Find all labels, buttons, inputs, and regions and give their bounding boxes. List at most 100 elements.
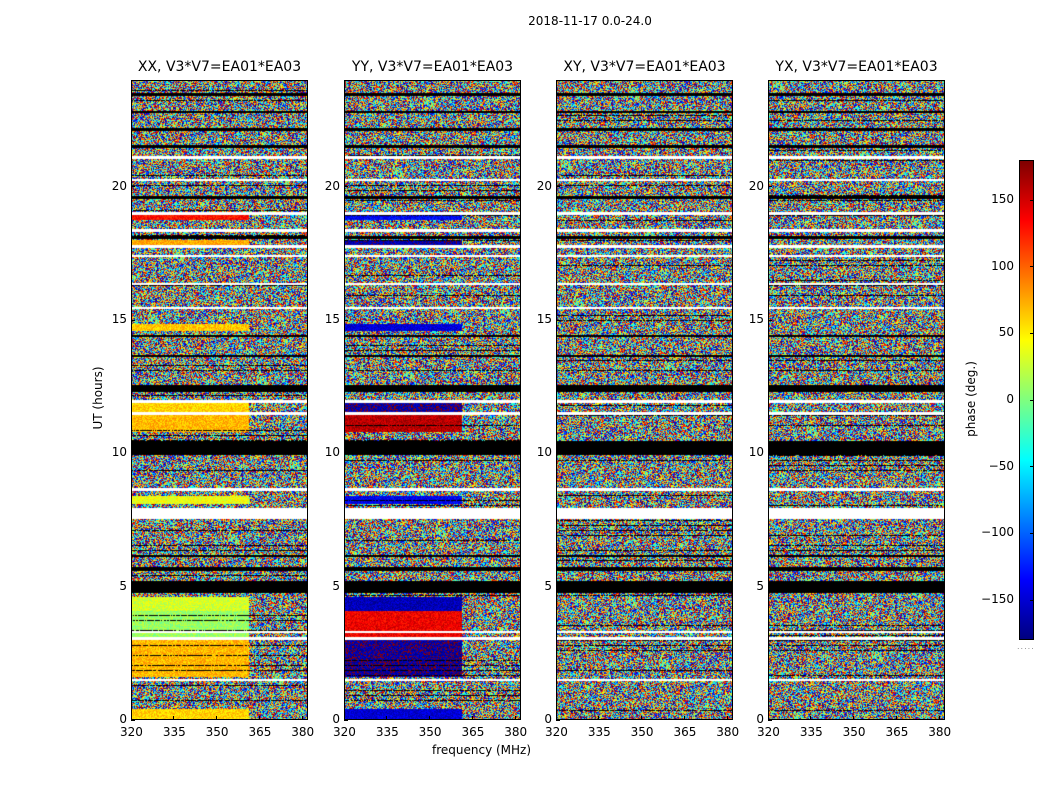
y-tick-label: 15: [324, 312, 340, 326]
x-tick-label: 335: [799, 725, 823, 739]
x-tick-label: 335: [375, 725, 399, 739]
x-axis-label: frequency (MHz): [432, 743, 532, 757]
x-tick-label: 350: [630, 725, 654, 739]
x-tick: [683, 716, 685, 720]
y-tick: [344, 586, 348, 588]
x-tick-label: 365: [885, 725, 909, 739]
y-tick-label: 15: [111, 312, 127, 326]
panel-title-yy: YY, V3*V7=EA01*EA03: [351, 59, 514, 75]
y-tick: [344, 186, 348, 188]
y-tick-label: 20: [111, 178, 127, 193]
x-tick-label: 380: [716, 725, 740, 739]
x-tick-label: 380: [504, 725, 528, 739]
x-tick: [810, 716, 812, 720]
x-tick: [216, 716, 218, 720]
colorbar-label: phase (deg.): [964, 361, 978, 437]
colorbar-tick-label: 0: [1006, 392, 1014, 406]
x-tick-label: 320: [120, 725, 143, 739]
y-tick-label: 0: [332, 712, 340, 726]
x-tick-label: 320: [757, 725, 780, 739]
x-tick: [258, 716, 260, 720]
y-tick: [768, 319, 772, 321]
colorbar-tick: [1030, 199, 1034, 201]
heatmap-panel-yx: [768, 80, 945, 720]
x-tick: [429, 716, 431, 720]
y-tick: [344, 452, 348, 454]
x-tick-label: 350: [842, 725, 866, 739]
x-tick: [895, 716, 897, 720]
y-tick: [344, 319, 348, 321]
x-tick: [641, 716, 643, 720]
x-tick-label: 320: [333, 725, 356, 739]
y-tick-label: 5: [332, 578, 340, 593]
panel-title-xx: XX, V3*V7=EA01*EA03: [137, 59, 302, 75]
x-tick-label: 365: [461, 725, 485, 739]
colorbar-tick: [1030, 599, 1034, 601]
colorbar-tick: [1030, 332, 1034, 334]
x-tick: [130, 716, 132, 720]
y-tick: [556, 719, 560, 721]
y-tick-label: 10: [536, 445, 552, 460]
x-tick: [386, 716, 388, 720]
x-tick-label: 365: [248, 725, 272, 739]
x-tick: [555, 716, 557, 720]
x-tick-label: 365: [673, 725, 697, 739]
x-tick: [726, 716, 728, 720]
colorbar-tick-label: 50: [998, 325, 1014, 340]
y-tick: [556, 319, 560, 321]
x-tick: [301, 716, 303, 720]
y-tick: [131, 452, 135, 454]
y-tick: [768, 719, 772, 721]
colorbar-tick-label: −100: [981, 525, 1014, 540]
x-tick-label: 335: [162, 725, 186, 739]
heatmap-panel-xy: [556, 80, 733, 720]
panel-title-yx: YX, V3*V7=EA01*EA03: [775, 59, 938, 75]
heatmap-image-xy: [556, 80, 733, 720]
y-tick-label: 5: [544, 578, 552, 593]
y-tick-label: 10: [748, 445, 764, 460]
y-tick-label: 20: [324, 178, 340, 193]
y-tick: [768, 452, 772, 454]
x-tick-label: 380: [928, 725, 952, 739]
y-tick: [131, 719, 135, 721]
colorbar-tick: [1030, 266, 1034, 268]
colorbar-tick-label: −50: [988, 458, 1014, 473]
x-tick: [853, 716, 855, 720]
heatmap-image-xx: [131, 80, 308, 720]
y-tick-label: 15: [536, 312, 552, 326]
colorbar-extend-marker: .....: [1017, 642, 1035, 651]
x-tick-label: 350: [418, 725, 442, 739]
colorbar-tick-label: 100: [991, 258, 1014, 273]
y-tick-label: 5: [119, 578, 127, 593]
y-tick: [556, 586, 560, 588]
x-tick: [514, 716, 516, 720]
y-tick-label: 0: [544, 712, 552, 726]
x-tick: [343, 716, 345, 720]
heatmap-panel-xx: [131, 80, 308, 720]
x-tick-label: 350: [205, 725, 229, 739]
y-tick-label: 10: [111, 445, 127, 460]
x-tick: [471, 716, 473, 720]
x-tick: [173, 716, 175, 720]
y-tick-label: 5: [756, 578, 764, 593]
x-tick-label: 380: [291, 725, 315, 739]
y-tick: [556, 186, 560, 188]
y-tick: [768, 186, 772, 188]
heatmap-image-yx: [768, 80, 945, 720]
colorbar-tick-label: −150: [981, 592, 1014, 606]
colorbar-tick: [1030, 466, 1034, 468]
colorbar-tick: [1030, 399, 1034, 401]
figure-title: 2018-11-17 0.0-24.0: [528, 14, 652, 28]
y-axis-label: UT (hours): [91, 366, 105, 430]
y-tick-label: 10: [324, 445, 340, 460]
y-tick: [131, 319, 135, 321]
x-tick-label: 320: [545, 725, 568, 739]
y-tick-label: 0: [756, 712, 764, 726]
x-tick-label: 335: [587, 725, 611, 739]
y-tick-label: 20: [748, 178, 764, 193]
y-tick-label: 15: [748, 312, 764, 326]
y-tick-label: 0: [119, 712, 127, 726]
x-tick: [767, 716, 769, 720]
colorbar-tick: [1030, 532, 1034, 534]
heatmap-image-yy: [344, 80, 521, 720]
